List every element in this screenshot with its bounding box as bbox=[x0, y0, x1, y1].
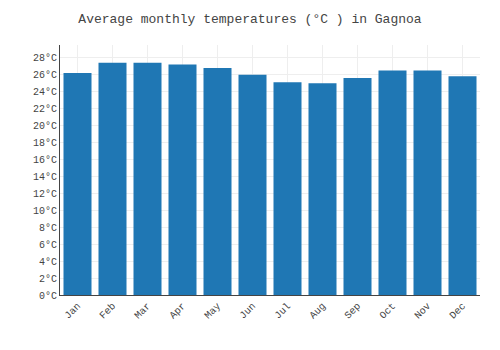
svg-text:Feb: Feb bbox=[98, 301, 119, 322]
svg-text:May: May bbox=[203, 301, 224, 322]
svg-text:10°C: 10°C bbox=[33, 206, 57, 217]
svg-text:Average monthly temperatures (: Average monthly temperatures (°C ) in Ga… bbox=[78, 12, 421, 27]
svg-text:24°C: 24°C bbox=[33, 87, 57, 98]
svg-text:6°C: 6°C bbox=[39, 240, 57, 251]
svg-text:26°C: 26°C bbox=[33, 70, 57, 81]
svg-text:4°C: 4°C bbox=[39, 257, 57, 268]
svg-text:Apr: Apr bbox=[168, 301, 189, 322]
svg-text:Oct: Oct bbox=[378, 301, 399, 322]
svg-text:Sep: Sep bbox=[343, 301, 364, 322]
svg-text:22°C: 22°C bbox=[33, 104, 57, 115]
svg-text:20°C: 20°C bbox=[33, 121, 57, 132]
svg-text:0°C: 0°C bbox=[39, 291, 57, 302]
svg-text:Dec: Dec bbox=[448, 301, 469, 322]
svg-text:18°C: 18°C bbox=[33, 138, 57, 149]
svg-text:Jan: Jan bbox=[63, 301, 84, 322]
svg-text:2°C: 2°C bbox=[39, 274, 57, 285]
svg-text:Jul: Jul bbox=[273, 301, 294, 322]
svg-text:14°C: 14°C bbox=[33, 172, 57, 183]
svg-text:8°C: 8°C bbox=[39, 223, 57, 234]
svg-text:Nov: Nov bbox=[413, 301, 434, 322]
svg-text:Jun: Jun bbox=[238, 301, 259, 322]
svg-text:16°C: 16°C bbox=[33, 155, 57, 166]
svg-text:Aug: Aug bbox=[308, 301, 329, 322]
svg-text:Mar: Mar bbox=[133, 301, 154, 322]
svg-text:28°C: 28°C bbox=[33, 53, 57, 64]
svg-text:12°C: 12°C bbox=[33, 189, 57, 200]
